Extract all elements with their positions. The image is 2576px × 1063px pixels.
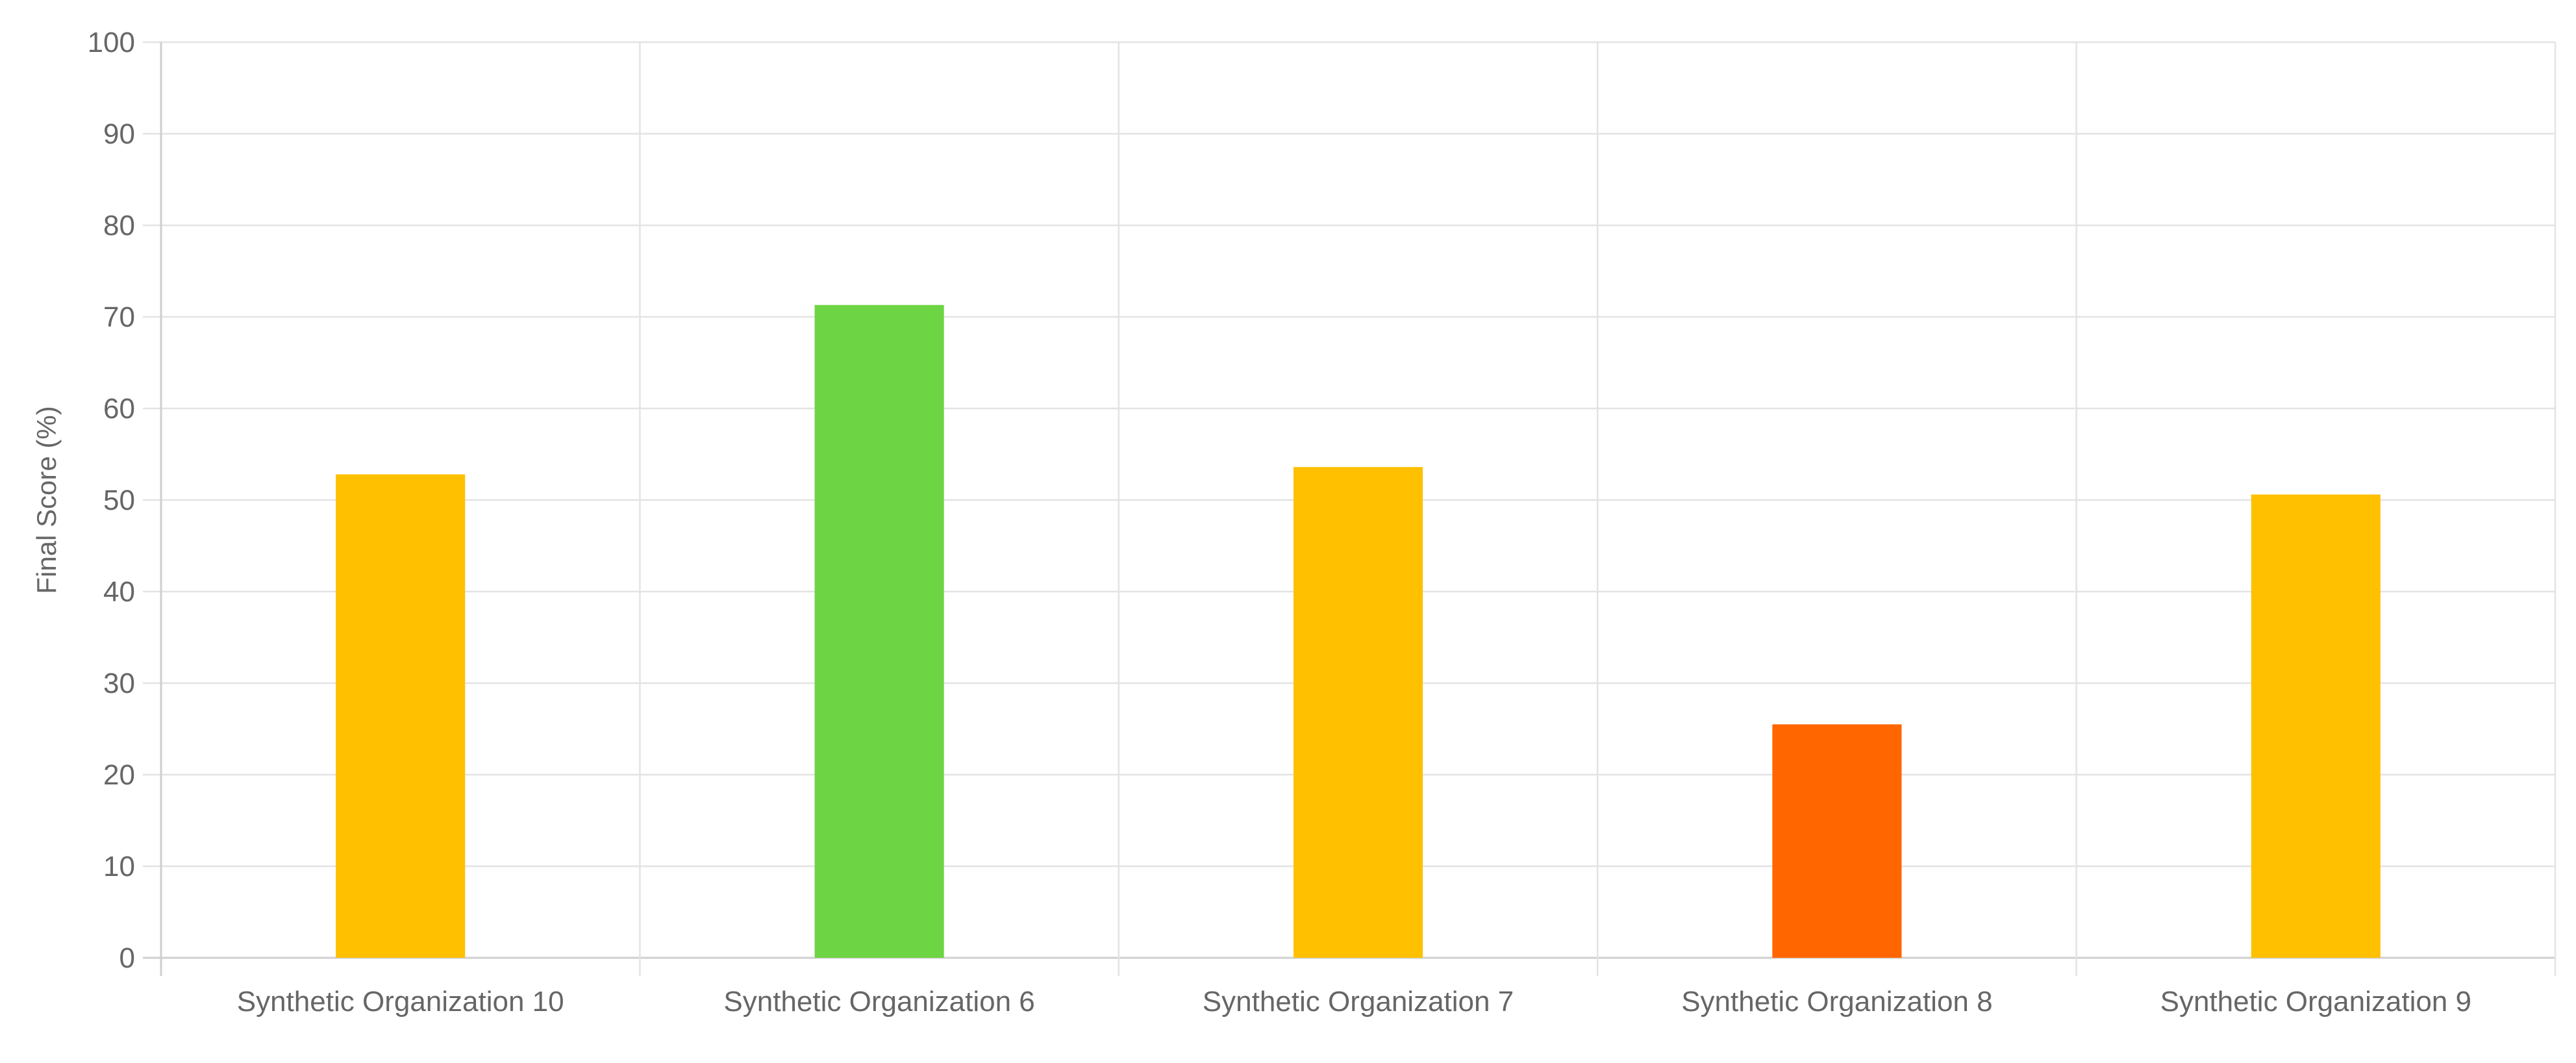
y-tick-label: 70	[103, 301, 135, 333]
bar[interactable]	[336, 474, 466, 958]
y-tick-label: 100	[88, 27, 135, 58]
y-tick-label: 20	[103, 759, 135, 791]
y-tick-label: 60	[103, 393, 135, 425]
bar[interactable]	[814, 305, 944, 958]
x-tick-label: Synthetic Organization 10	[237, 986, 564, 1018]
y-tick-label: 10	[103, 851, 135, 882]
x-tick-label: Synthetic Organization 6	[723, 986, 1034, 1018]
bar[interactable]	[2251, 494, 2381, 958]
y-tick-label: 50	[103, 484, 135, 516]
y-tick-label: 80	[103, 210, 135, 242]
bar-layer	[336, 305, 2381, 958]
y-tick-label: 0	[119, 942, 135, 974]
y-tick-label: 90	[103, 118, 135, 150]
x-tick-label: Synthetic Organization 8	[1681, 986, 1992, 1018]
bar[interactable]	[1772, 724, 1902, 958]
bar[interactable]	[1293, 467, 1423, 958]
y-axis-title: Final Score (%)	[31, 406, 62, 594]
y-tick-label: 40	[103, 576, 135, 608]
x-tick-label: Synthetic Organization 9	[2160, 986, 2471, 1018]
x-tick-label: Synthetic Organization 7	[1203, 986, 1514, 1018]
y-tick-label: 30	[103, 668, 135, 699]
label-layer: 0 10 20 30 40 50 60 70 80 90 100 Synthetic Organiza…	[88, 27, 2471, 1018]
